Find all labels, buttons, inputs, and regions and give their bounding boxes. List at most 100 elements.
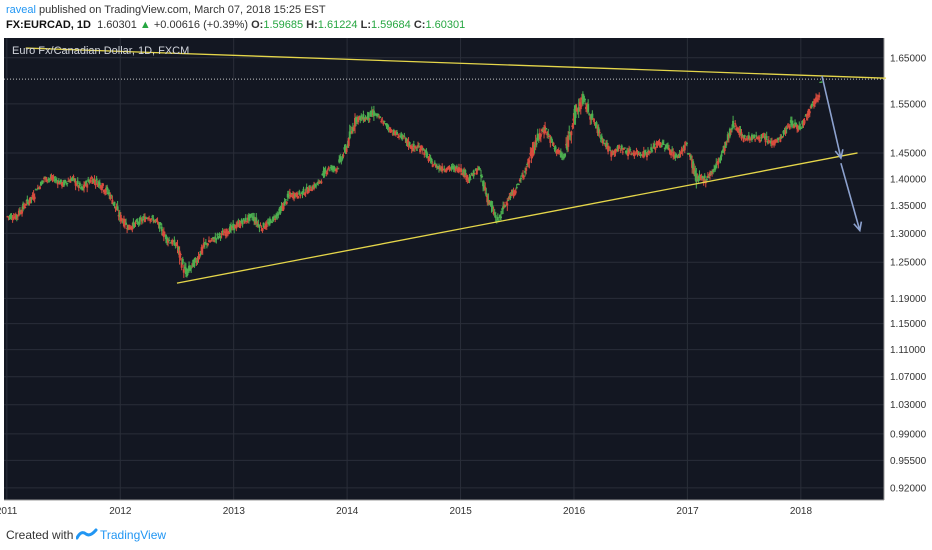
candle-body: [614, 149, 617, 154]
candle-body: [442, 169, 445, 171]
candle-body: [216, 234, 219, 236]
price-axis-label: 1.55000: [890, 99, 927, 110]
candle-body: [134, 222, 137, 224]
candle-body: [745, 138, 748, 140]
candle-body: [74, 181, 77, 186]
candle-body: [6, 216, 9, 218]
tradingview-logo-icon[interactable]: [75, 527, 98, 546]
candle-body: [501, 208, 504, 210]
candle-body: [587, 104, 590, 112]
candle-body: [171, 240, 174, 245]
time-axis-label: 2014: [336, 506, 359, 517]
candle-body: [160, 226, 163, 231]
candle-body: [775, 140, 778, 143]
author-link[interactable]: raveal: [6, 4, 36, 16]
candle-body: [383, 120, 386, 122]
candle-body: [421, 146, 424, 151]
footer: Created with TradingView: [0, 520, 932, 550]
candle-body: [29, 196, 32, 202]
candle-body: [225, 229, 228, 234]
candle-body: [461, 173, 464, 175]
candle-body: [440, 169, 443, 171]
candle-body: [158, 222, 161, 229]
candle-body: [168, 239, 171, 241]
candle-body: [234, 225, 237, 229]
candle-body: [366, 115, 369, 119]
candle-body: [125, 222, 128, 225]
candle-body: [792, 125, 795, 128]
candle-body: [301, 191, 304, 195]
price-axis-label: 1.15000: [890, 319, 927, 330]
candle-body: [18, 210, 21, 213]
candle-body: [438, 165, 441, 170]
candle-body: [248, 214, 251, 218]
candle-body: [347, 138, 350, 147]
candle-body: [202, 243, 205, 247]
chart-area[interactable]: 1.65000 1.55000 1.45000 1.40000 1.35000 1.300…: [0, 36, 932, 520]
candle-body: [650, 147, 653, 151]
candle-body: [513, 190, 516, 196]
candle-body: [454, 166, 457, 171]
candle-body: [402, 136, 405, 138]
candle-body: [356, 117, 359, 121]
plot-background: [4, 38, 884, 500]
candle-body: [606, 142, 609, 148]
candle-body: [235, 224, 238, 229]
candle-body: [470, 173, 473, 175]
candle-body: [697, 176, 700, 182]
publish-text: published on TradingView.com, March 07, …: [39, 4, 326, 16]
candle-body: [653, 143, 656, 149]
candle-body: [538, 132, 541, 139]
candle-body: [148, 218, 151, 220]
candle-body: [724, 141, 727, 148]
tradingview-brand-link[interactable]: TradingView: [100, 528, 167, 542]
candle-body: [800, 127, 803, 129]
candle-body: [35, 189, 38, 191]
candle-body: [257, 223, 260, 227]
candle-body: [287, 195, 290, 197]
candle-body: [781, 136, 784, 138]
candle-body: [357, 117, 360, 122]
candle-body: [771, 141, 774, 146]
candle-body: [539, 134, 542, 137]
candle-body: [111, 199, 114, 205]
candle-body: [14, 214, 17, 220]
candle-body: [552, 142, 555, 146]
candle-body: [360, 115, 363, 118]
candle-body: [687, 152, 690, 154]
candle-body: [699, 177, 702, 179]
candle-body: [400, 133, 403, 138]
candle-body: [537, 136, 540, 138]
candle-body: [760, 134, 763, 139]
candle-body: [652, 146, 655, 148]
candle-body: [494, 215, 497, 219]
candle-body: [117, 214, 120, 217]
candle-body: [602, 139, 605, 141]
candle-body: [345, 148, 348, 152]
candle-body: [498, 215, 501, 219]
candle-body: [385, 123, 388, 127]
candle-body: [663, 147, 666, 149]
candle-body: [116, 206, 119, 210]
candle-body: [582, 96, 585, 100]
candle-body: [783, 130, 786, 135]
candle-body: [703, 175, 706, 179]
candle-body: [510, 193, 513, 196]
candle-body: [700, 176, 703, 179]
candle-body: [8, 215, 11, 217]
candle-body: [662, 143, 665, 145]
candle-body: [175, 242, 178, 246]
candle-body: [97, 181, 100, 184]
candle-body: [648, 151, 651, 154]
candle-body: [70, 179, 73, 181]
candle-body: [197, 256, 200, 260]
candle-body: [492, 212, 495, 215]
candle-body: [76, 180, 79, 184]
candle-body: [351, 127, 354, 132]
candle-body: [557, 150, 560, 153]
candle-body: [25, 204, 28, 206]
candle-body: [323, 169, 326, 177]
candle-body: [802, 123, 805, 126]
candle-body: [739, 129, 742, 133]
price-chart[interactable]: 1.65000 1.55000 1.45000 1.40000 1.35000 1.300…: [0, 36, 932, 520]
